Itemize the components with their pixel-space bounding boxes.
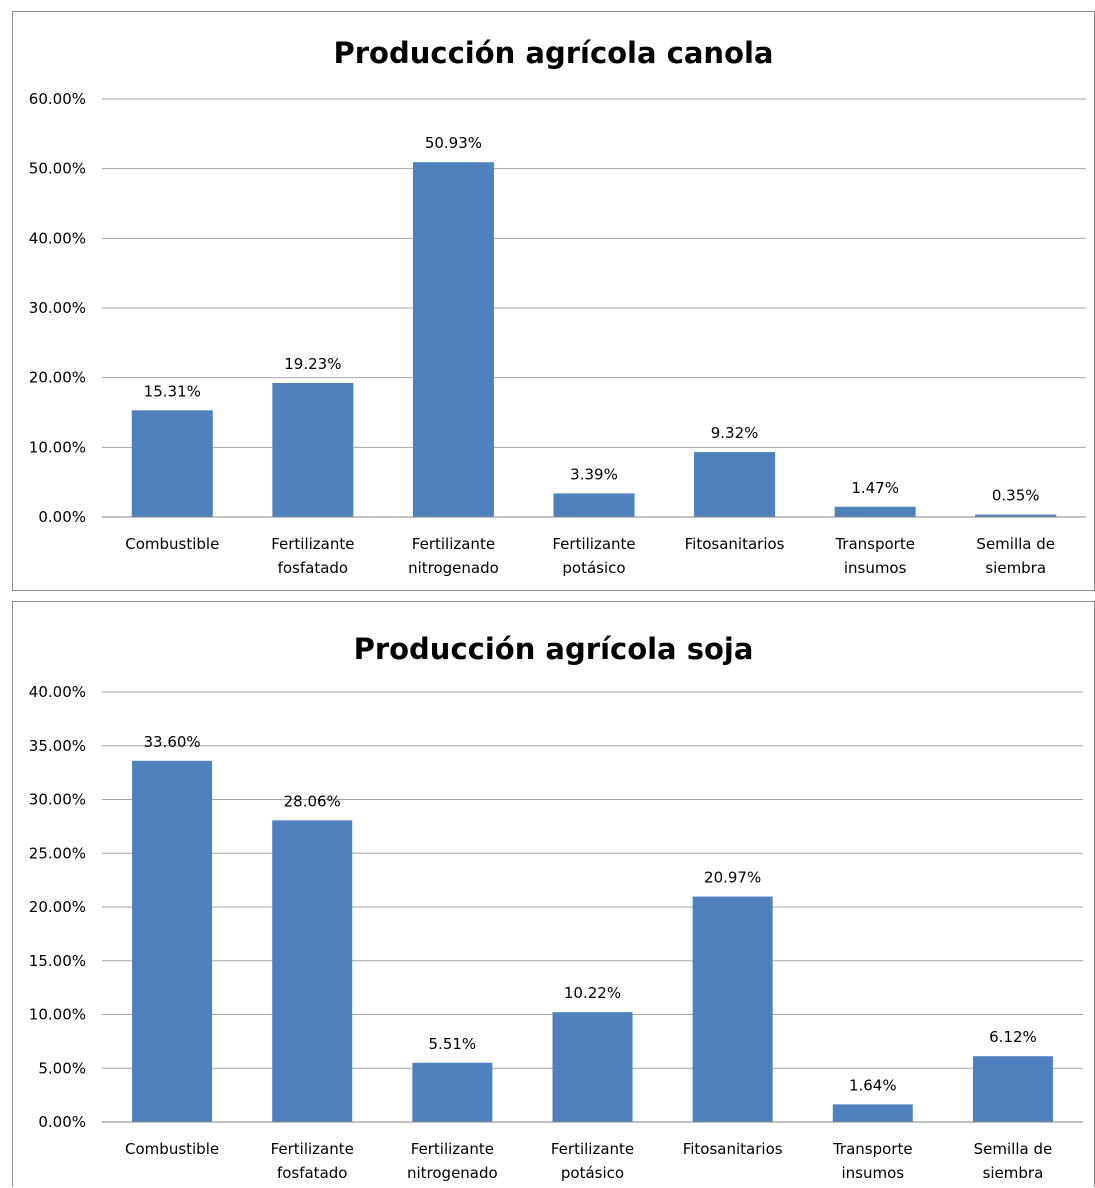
x-tick-label: Semilla de — [976, 535, 1055, 553]
bar — [972, 1056, 1053, 1122]
data-label: 10.22% — [564, 984, 621, 1002]
x-tick-label: Fertilizante — [551, 1140, 634, 1158]
data-label: 1.47% — [851, 479, 899, 497]
x-tick-label: fosfatado — [277, 1164, 348, 1182]
y-tick-label: 30.00% — [29, 299, 86, 317]
chart-soja-panel: Producción agrícola soja 0.00% 5.00% 10.00… — [12, 601, 1095, 1187]
bar — [692, 896, 773, 1122]
x-tick-label: Fertilizante — [411, 1140, 494, 1158]
data-label: 5.51% — [429, 1035, 477, 1053]
y-tick-label: 50.00% — [29, 160, 86, 178]
y-tick-label: 20.00% — [29, 369, 86, 387]
bar — [553, 493, 635, 517]
data-label: 15.31% — [144, 382, 201, 400]
y-tick-label: 20.00% — [29, 898, 86, 916]
x-tick-label: Semilla de — [974, 1140, 1053, 1158]
y-tick-label: 0.00% — [38, 508, 86, 526]
data-label: 28.06% — [284, 792, 341, 810]
data-label: 3.39% — [570, 465, 618, 483]
bar — [694, 452, 776, 517]
y-tick-label: 0.00% — [38, 1113, 86, 1131]
data-label: 9.32% — [711, 424, 759, 442]
x-tick-label: siembra — [983, 1164, 1044, 1182]
y-tick-label: 5.00% — [38, 1059, 86, 1077]
y-tick-label: 10.00% — [29, 1006, 86, 1024]
y-tick-label: 40.00% — [29, 683, 86, 701]
x-tick-label: potásico — [562, 559, 625, 577]
x-tick-label: Combustible — [125, 1140, 219, 1158]
bar — [552, 1012, 633, 1122]
data-label: 20.97% — [704, 869, 761, 887]
bar — [272, 383, 354, 517]
data-label: 1.64% — [849, 1076, 897, 1094]
x-tick-label: Combustible — [125, 535, 219, 553]
chart-title: Producción agrícola canola — [333, 36, 774, 70]
x-tick-label: Fitosanitarios — [685, 535, 785, 553]
data-label: 6.12% — [989, 1028, 1037, 1046]
bar — [131, 410, 213, 517]
bar — [132, 760, 213, 1122]
data-label: 33.60% — [143, 733, 200, 751]
x-tick-label: Transporte — [832, 1140, 913, 1158]
x-tick-label: potásico — [561, 1164, 624, 1182]
bar — [834, 506, 916, 517]
x-tick-label: fosfatado — [278, 559, 349, 577]
x-tick-label: Transporte — [834, 535, 915, 553]
x-tick-label: Fertilizante — [271, 1140, 354, 1158]
chart-soja-plot: 0.00% 5.00% 10.00% 15.00% 20.00% 25.00% 30.00%… — [29, 683, 1083, 1182]
bar — [832, 1104, 913, 1122]
data-label: 19.23% — [284, 355, 341, 373]
chart-title: Producción agrícola soja — [353, 632, 754, 666]
data-label: 50.93% — [425, 134, 482, 152]
x-tick-label: nitrogenado — [408, 559, 499, 577]
chart-canola-plot: 0.00% 10.00% 20.00% 30.00% 40.00% 50.00% 60.00… — [29, 90, 1086, 577]
x-tick-label: Fertilizante — [271, 535, 354, 553]
bar — [412, 162, 494, 517]
x-tick-label: Fertilizante — [412, 535, 495, 553]
x-tick-label: siembra — [985, 559, 1046, 577]
bar — [975, 514, 1057, 517]
x-tick-label: Fitosanitarios — [683, 1140, 783, 1158]
y-tick-label: 25.00% — [29, 844, 86, 862]
data-label: 0.35% — [992, 487, 1040, 505]
y-tick-label: 30.00% — [29, 791, 86, 809]
x-tick-label: nitrogenado — [407, 1164, 498, 1182]
bar — [272, 820, 353, 1122]
y-tick-label: 10.00% — [29, 438, 86, 456]
bar — [412, 1062, 493, 1122]
x-tick-label: insumos — [844, 559, 907, 577]
chart-canola-panel: Producción agrícola canola 0.00% 10.00% 20… — [12, 11, 1095, 591]
x-tick-label: Fertilizante — [552, 535, 635, 553]
y-tick-label: 15.00% — [29, 952, 86, 970]
y-tick-label: 60.00% — [29, 90, 86, 108]
y-tick-label: 40.00% — [29, 229, 86, 247]
x-tick-label: insumos — [841, 1164, 904, 1182]
y-tick-label: 35.00% — [29, 737, 86, 755]
